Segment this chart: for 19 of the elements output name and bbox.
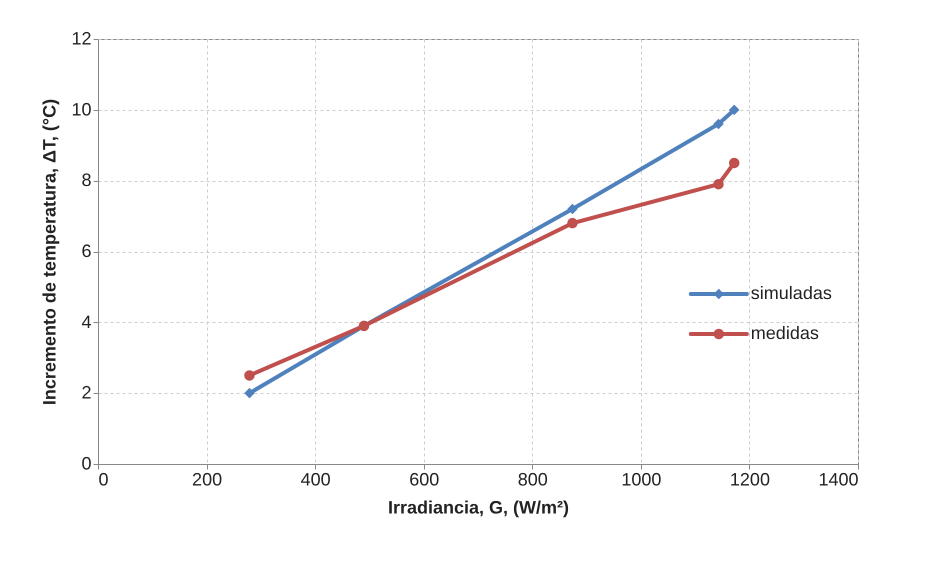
x-axis-title: Irradiancia, G, (W/m²) — [388, 498, 570, 518]
legend-label: medidas — [750, 323, 819, 343]
y-tick-label: 4 — [81, 312, 92, 332]
x-tick-label: 1400 — [818, 470, 858, 490]
x-tick-label: 600 — [409, 470, 440, 490]
y-axis-title: Incremento de temperatura, ΔT, (°C) — [39, 98, 60, 406]
y-tick-label: 6 — [81, 241, 92, 261]
y-tick-label: 12 — [71, 28, 92, 48]
y-tick-label: 2 — [81, 382, 92, 403]
x-tick-label: 800 — [518, 470, 548, 490]
x-tick-label: 1200 — [730, 470, 770, 490]
y-tick-label: 0 — [81, 454, 92, 474]
x-tick-label: 0 — [98, 470, 109, 490]
x-tick-label: 400 — [300, 470, 331, 490]
x-tick-label: 1000 — [621, 470, 662, 490]
legend-label: simuladas — [750, 283, 832, 303]
x-tick-label: 200 — [192, 470, 222, 490]
y-tick-label: 10 — [71, 99, 92, 120]
y-tick-label: 8 — [81, 170, 92, 190]
